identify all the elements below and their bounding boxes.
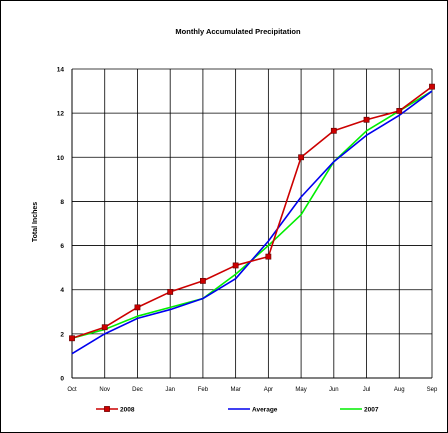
data-point-2008 <box>330 127 337 134</box>
data-point-2008 <box>167 289 174 295</box>
legend-marker <box>104 406 110 412</box>
x-tick-label: May <box>295 387 306 393</box>
y-tick-label: 2 <box>60 331 64 338</box>
x-tick-label: Dec <box>132 387 143 393</box>
y-tick-label: 14 <box>57 67 65 74</box>
x-tick-label: Oct <box>67 387 77 393</box>
data-point-2008 <box>69 335 75 342</box>
data-point-2008 <box>265 253 272 260</box>
y-tick-label: 4 <box>60 287 64 294</box>
data-point-2008 <box>101 324 108 331</box>
data-point-2008 <box>298 154 304 161</box>
data-point-2008 <box>134 304 141 311</box>
x-tick-label: Feb <box>198 387 209 393</box>
x-tick-labels: Oct Nov Dec Jan Feb Mar Apr May Jun Jul Aug Sep <box>67 387 438 393</box>
y-tick-label: 8 <box>60 199 64 206</box>
data-point-2008 <box>396 108 403 114</box>
series-line-2008 <box>71 86 433 340</box>
x-tick-label: Apr <box>264 387 273 393</box>
y-tick-label: 12 <box>57 111 65 118</box>
data-point-2008 <box>429 83 435 90</box>
data-point-2008 <box>200 277 206 284</box>
x-tick-label: Mar <box>230 387 240 393</box>
x-tick-label: Sep <box>427 387 438 393</box>
legend-label: Average <box>252 407 278 414</box>
y-tick-label: 6 <box>60 243 64 250</box>
legend-label: 2008 <box>120 407 135 414</box>
y-tick-labels: 0 2 4 6 8 10 12 14 <box>57 67 65 383</box>
data-point-2008 <box>232 262 239 269</box>
x-tick-label: Jul <box>363 387 371 393</box>
x-tick-label: Nov <box>99 387 110 393</box>
grid <box>71 68 433 379</box>
legend: 2008 Average 2007 <box>96 406 379 414</box>
x-tick-label: Jun <box>329 387 339 393</box>
series-lines <box>69 83 435 355</box>
chart-title: Monthly Accumulated Precipitation <box>175 27 301 36</box>
x-tick-label: Aug <box>394 387 405 393</box>
data-point-2008 <box>363 116 370 123</box>
x-tick-label: Jan <box>165 387 175 393</box>
y-axis-label: Total Inches <box>32 202 39 242</box>
y-tick-label: 10 <box>57 155 65 162</box>
legend-label: 2007 <box>364 407 379 414</box>
series-line-average <box>71 90 433 355</box>
y-tick-label: 0 <box>60 376 64 383</box>
